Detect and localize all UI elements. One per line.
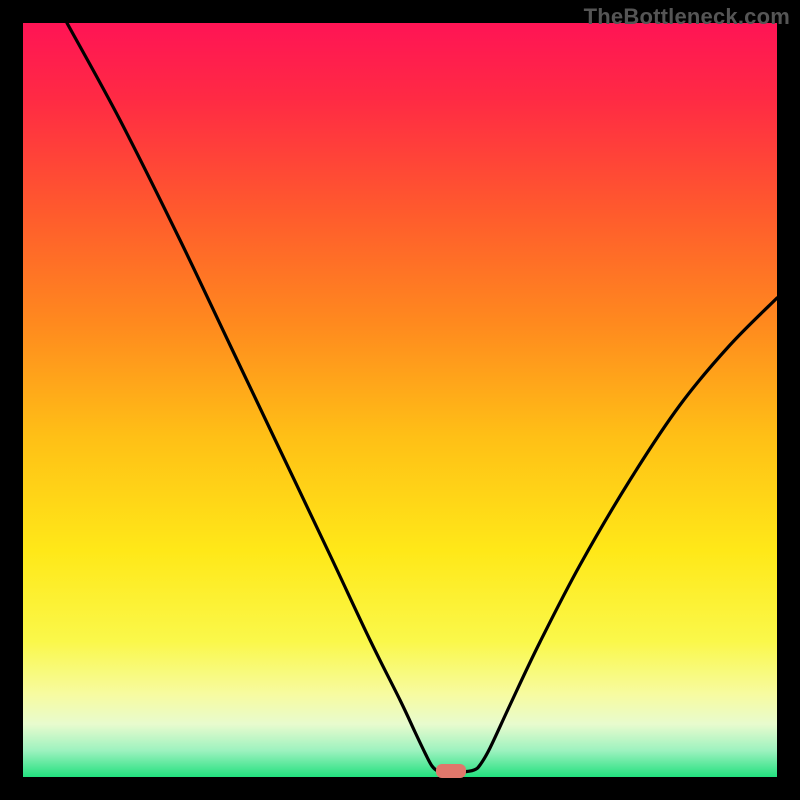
trough-marker bbox=[436, 764, 466, 778]
chart-container: TheBottleneck.com bbox=[0, 0, 800, 800]
plot-background bbox=[23, 23, 777, 777]
watermark-text: TheBottleneck.com bbox=[584, 4, 790, 30]
bottleneck-chart bbox=[0, 0, 800, 800]
